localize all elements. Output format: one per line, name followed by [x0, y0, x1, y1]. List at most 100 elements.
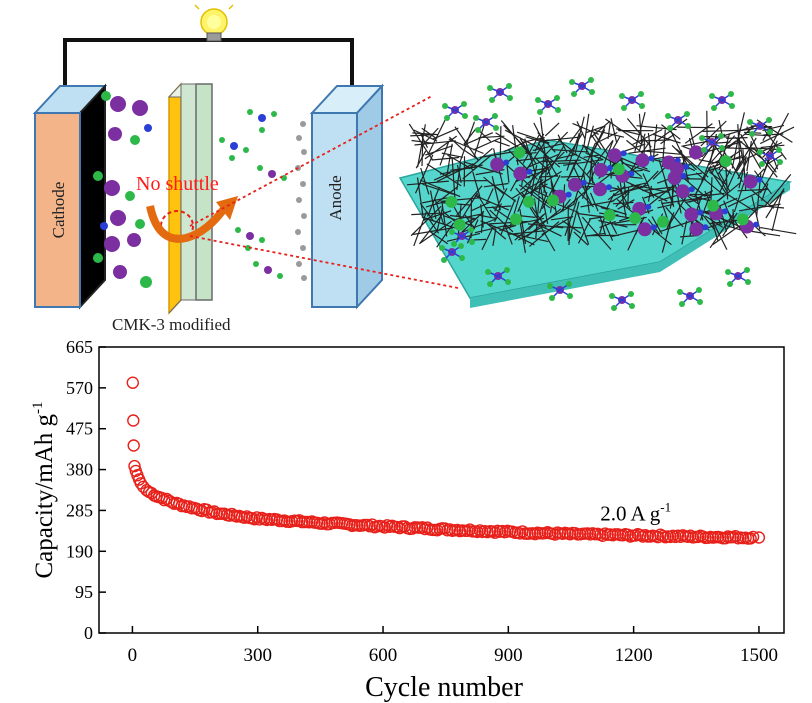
carbon-fiber: [703, 192, 725, 197]
molecule-atom: [777, 159, 783, 165]
carbon-fiber: [738, 157, 747, 189]
polysulfide-clusters: [93, 91, 152, 288]
carbon-fiber: [722, 212, 738, 237]
carbon-fiber: [477, 214, 498, 220]
molecule-atom: [439, 245, 445, 251]
molecule-atom: [638, 91, 644, 97]
molecule-atom: [535, 97, 541, 103]
carbon-fiber: [537, 147, 561, 168]
bond-atom: [503, 159, 510, 166]
y-tick-label: 285: [66, 500, 93, 520]
data-point: [651, 530, 665, 544]
carbon-fiber: [590, 134, 602, 150]
carbon-fiber: [568, 223, 571, 246]
carbon-fiber: [726, 210, 748, 239]
carbon-fiber: [537, 221, 556, 252]
carbon-fiber: [588, 148, 594, 185]
molecule-atom: [696, 287, 702, 293]
carbon-fiber: [677, 126, 715, 129]
carbon-fiber: [704, 215, 724, 228]
carbon-fiber: [760, 226, 797, 235]
carbon-fiber: [734, 137, 757, 173]
carbon-fiber: [643, 188, 674, 199]
carbon-fiber: [524, 138, 537, 175]
carbon-fiber: [480, 220, 515, 236]
carbon-fiber: [473, 136, 502, 151]
carbon-fiber: [598, 219, 628, 228]
data-point: [684, 529, 697, 542]
x-axis-label: Cycle number: [365, 672, 524, 703]
molecule-atom: [701, 147, 707, 153]
carbon-fiber: [719, 169, 732, 193]
molecule-atom: [757, 149, 763, 155]
carbon-fiber: [605, 118, 642, 145]
data-point: [363, 520, 376, 533]
molecule-atom: [487, 85, 493, 91]
carbon-fiber: [427, 186, 440, 217]
molecule-atom: [589, 89, 595, 95]
carbon-fiber: [685, 196, 711, 203]
bond-atom: [628, 170, 635, 177]
carbon-fiber: [717, 140, 737, 156]
molecule-atom: [489, 97, 495, 103]
molecule-atom: [667, 125, 673, 131]
molecule-atom: [728, 91, 734, 97]
carbon-fiber: [441, 203, 448, 237]
molecule-atom: [442, 103, 448, 109]
blocked-shuttle-arrow: [146, 203, 230, 243]
carbon-fiber: [436, 207, 444, 232]
carbon-fiber: [540, 151, 565, 176]
sulfur-atom: [670, 161, 685, 176]
x-tick-label: 0: [128, 645, 138, 666]
y-tick-label: 190: [66, 541, 93, 561]
data-point: [126, 376, 140, 389]
molecule-atom: [697, 299, 703, 305]
carbon-fiber: [566, 185, 592, 208]
carbon-fiber: [681, 140, 712, 147]
carbon-fiber: [506, 165, 510, 183]
carbon-fiber: [415, 150, 427, 169]
carbon-fiber: [681, 220, 688, 245]
molecule-atom: [537, 109, 543, 115]
carbon-fiber: [543, 159, 581, 163]
molecule-atom: [485, 269, 491, 275]
sulfur-atom: [637, 222, 652, 237]
bond-atom: [722, 208, 729, 215]
carbon-fiber: [507, 230, 546, 235]
molecule-atom: [451, 241, 457, 247]
carbon-fiber: [761, 183, 769, 202]
molecule-atom: [566, 281, 572, 287]
carbon-fiber: [419, 132, 429, 149]
carbon-fiber: [630, 183, 668, 202]
carbon-fiber: [564, 198, 579, 236]
sulfur-atom: [635, 153, 650, 168]
molecule-atom: [629, 303, 635, 309]
lithium-atom: [453, 218, 466, 231]
molecule-atom: [665, 113, 671, 119]
capacity-chart: 0 95 190 285 380 475 570 665 0 300 600 900 1200 1500…: [30, 337, 785, 703]
data-point: [621, 528, 634, 541]
carbon-fiber: [607, 185, 626, 201]
molecule-atom: [444, 115, 450, 121]
molecule-atom: [567, 293, 573, 299]
carbon-fiber: [573, 231, 589, 246]
bond-atom: [702, 224, 709, 231]
blocked-shuttle-arrowhead: [216, 196, 238, 220]
carbon-fiber: [726, 137, 748, 139]
carbon-fiber: [411, 212, 440, 216]
molecule-atom: [468, 227, 474, 233]
carbon-fiber: [737, 188, 768, 192]
carbon-fiber: [615, 191, 630, 208]
adsorbed-species: [445, 145, 763, 237]
y-tick-label: 665: [66, 337, 93, 357]
carbon-fiber: [456, 162, 462, 191]
molecule-atom: [718, 133, 724, 139]
carbon-fiber: [493, 139, 510, 147]
carbon-fiber: [511, 233, 549, 243]
carbon-fiber: [763, 133, 784, 136]
carbon-fiber: [754, 170, 772, 195]
carbon-fiber: [638, 133, 646, 152]
y-tick-label: 0: [84, 623, 93, 643]
sulfur-atom: [593, 163, 608, 177]
data-point: [473, 524, 487, 537]
